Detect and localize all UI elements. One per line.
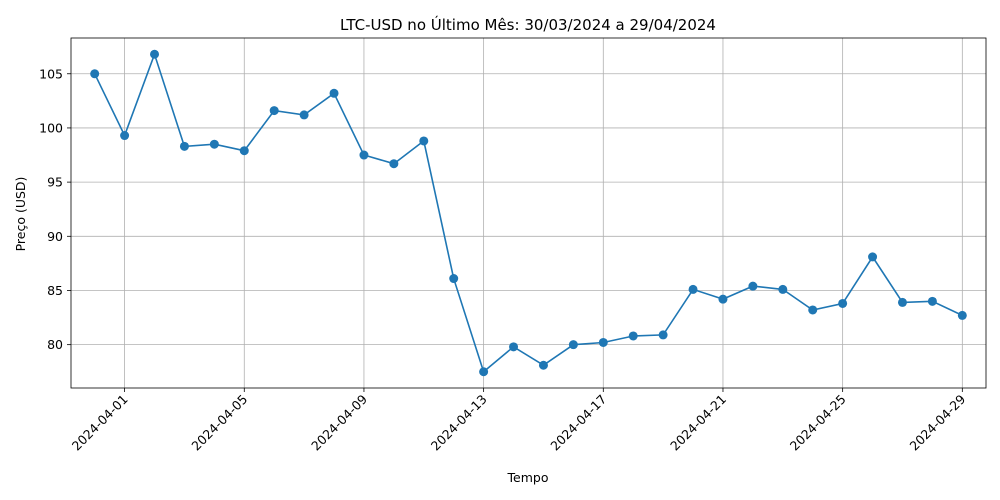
data-point: [897, 297, 907, 307]
data-point: [957, 310, 967, 320]
data-point: [269, 106, 279, 116]
y-tick-label: 80: [47, 337, 63, 352]
data-point: [419, 136, 429, 146]
y-tick-label: 100: [39, 120, 63, 135]
series-line: [93, 51, 963, 374]
data-point: [239, 146, 249, 156]
plot-frame: [70, 37, 987, 389]
y-tick-label: 85: [47, 283, 63, 298]
y-tick-label: 95: [47, 175, 63, 190]
data-point: [628, 331, 638, 341]
data-point: [838, 298, 848, 308]
y-tick-label: 90: [47, 229, 63, 244]
data-point: [598, 337, 608, 347]
data-point: [568, 340, 578, 350]
data-point: [209, 139, 219, 149]
data-point: [868, 252, 878, 262]
x-axis-label: Tempo: [507, 470, 549, 485]
data-point: [509, 342, 519, 352]
grid-lines: [71, 38, 986, 388]
data-point: [778, 284, 788, 294]
data-point: [329, 88, 339, 98]
chart-title: LTC-USD no Último Mês: 30/03/2024 a 29/0…: [340, 15, 716, 34]
series-layer: [90, 49, 967, 377]
data-point: [299, 110, 309, 120]
y-tick-label: 105: [39, 66, 63, 81]
data-point: [90, 69, 100, 79]
data-point: [688, 284, 698, 294]
data-point: [389, 159, 399, 169]
y-axis: 80 85 90 95 100 105: [39, 66, 71, 352]
data-point: [538, 360, 548, 370]
data-point: [359, 150, 369, 160]
data-point: [658, 330, 668, 340]
data-point: [479, 367, 489, 377]
data-point: [120, 131, 130, 141]
data-point: [808, 305, 818, 315]
data-point: [718, 294, 728, 304]
data-point: [179, 141, 189, 151]
data-point: [449, 274, 459, 284]
data-point: [748, 281, 758, 291]
y-axis-label: Preço (USD): [13, 177, 28, 252]
data-point: [150, 49, 160, 59]
data-point: [927, 296, 937, 306]
